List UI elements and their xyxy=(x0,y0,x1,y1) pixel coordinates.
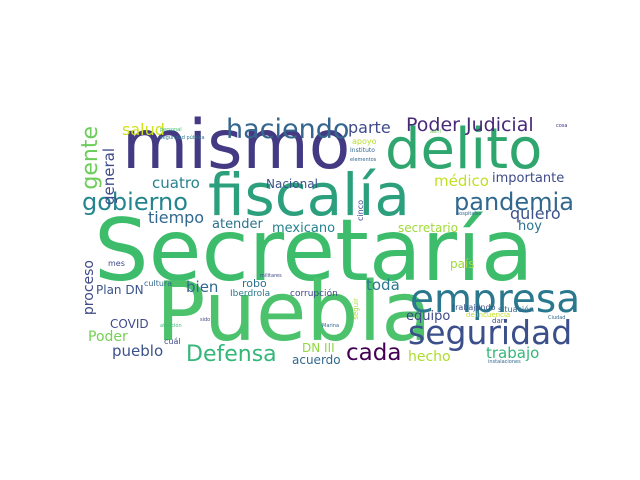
word-seguir: seguir xyxy=(352,298,360,320)
word-pueblo: pueblo xyxy=(112,342,164,360)
word-abril: abril xyxy=(430,129,442,135)
word-equipo: equipo xyxy=(406,309,451,324)
word-cuatro: cuatro xyxy=(152,174,200,192)
word-empresa: empresa xyxy=(410,277,581,322)
word-nacional: Nacional xyxy=(266,177,318,191)
word-cinco: cinco xyxy=(356,200,365,221)
word-delito: delito xyxy=(385,117,543,182)
word-atencion: atención xyxy=(160,323,182,329)
word-seguridad: seguridad xyxy=(408,313,573,352)
word-general: general xyxy=(100,148,118,206)
word-atender: atender xyxy=(212,217,263,232)
word-tiempo: tiempo xyxy=(148,208,205,227)
word-apoyo: apoyo xyxy=(352,137,377,146)
word-trabajo: trabajo xyxy=(486,344,540,362)
word-iberdrola: Iberdrola xyxy=(230,289,271,299)
word-corrupcion: corrupción xyxy=(290,289,338,299)
word-mismo: mismo xyxy=(122,106,351,185)
word-haciendo: haciendo xyxy=(226,114,350,145)
word-hospitales: hospitales xyxy=(456,211,482,217)
word-pandemia: pandemia xyxy=(454,188,574,216)
word-medico: médico xyxy=(434,172,489,190)
word-personal: personal xyxy=(160,127,182,133)
word-covid: COVID xyxy=(110,317,149,331)
word-seguridad-publica: seguridad pública xyxy=(160,135,205,141)
wordcloud: Secretaría Puebla mismo fiscalía delito … xyxy=(78,106,581,368)
word-hoy: hoy xyxy=(518,219,542,234)
word-acuerdo: acuerdo xyxy=(292,353,341,367)
word-trabajando: trabajando xyxy=(452,303,496,312)
word-hecho: hecho xyxy=(408,349,451,365)
word-plan-dn: Plan DN xyxy=(96,283,144,297)
word-defensa: Defensa xyxy=(186,342,277,367)
word-salud: salud xyxy=(122,120,165,139)
word-gobierno: gobierno xyxy=(82,188,188,216)
word-bien: bien xyxy=(186,278,219,296)
word-ciudad: Ciudad xyxy=(548,315,566,321)
word-cada: cada xyxy=(346,340,402,366)
word-militares: militares xyxy=(260,273,282,279)
word-quiero: quiero xyxy=(510,204,561,223)
word-robo: robo xyxy=(242,277,267,290)
word-parte: parte xyxy=(348,118,391,137)
word-proceso: proceso xyxy=(81,260,97,316)
word-instalaciones: instalaciones xyxy=(488,359,521,365)
word-cosa: cosa xyxy=(556,123,568,129)
word-fiscalia: fiscalía xyxy=(208,161,410,229)
word-elementos: elementos xyxy=(350,157,377,163)
word-mes: mes xyxy=(108,259,125,268)
word-cual: cuál xyxy=(164,337,181,346)
word-pais: país xyxy=(450,257,475,271)
word-toda: toda xyxy=(366,276,400,294)
word-dar: dar xyxy=(492,317,504,325)
word-puebla: Puebla xyxy=(156,265,432,360)
word-secretario: secretario xyxy=(398,221,458,235)
word-gente: gente xyxy=(78,126,103,190)
word-poder: Poder xyxy=(88,329,128,345)
word-importante: importante xyxy=(492,171,565,186)
word-cultura: cultura xyxy=(144,279,173,288)
word-mexicano: mexicano xyxy=(272,221,336,236)
word-poder-judicial: Poder Judicial xyxy=(406,114,534,136)
word-delincuencia: delincuencia xyxy=(466,311,511,319)
word-situacion: situación xyxy=(498,305,535,314)
word-sido: sido xyxy=(200,317,211,323)
word-secretaria: Secretaría xyxy=(94,201,534,301)
word-marina: Marina xyxy=(322,323,340,329)
word-instituto: Instituto xyxy=(350,147,375,154)
word-dn-iii: DN III xyxy=(302,341,335,355)
